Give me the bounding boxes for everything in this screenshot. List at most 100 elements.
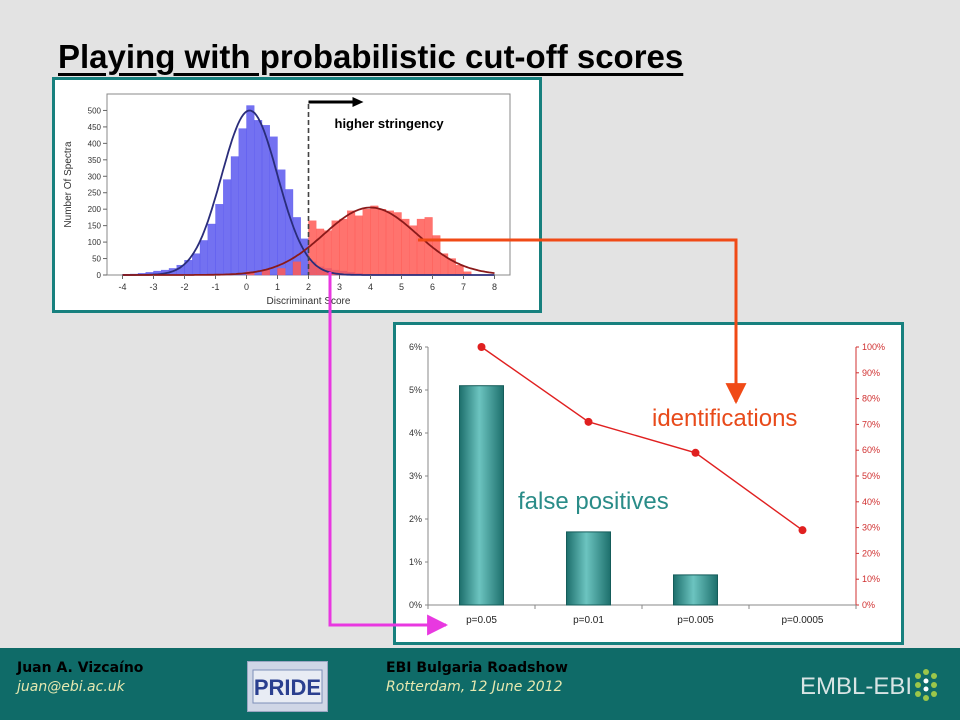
category-label: p=0.0005 xyxy=(782,615,824,626)
histogram-bar xyxy=(331,220,340,276)
histogram-bar xyxy=(238,128,247,276)
x-tick-label: 0 xyxy=(244,282,249,292)
false-positive-bar xyxy=(673,574,718,606)
y2-tick-label: 40% xyxy=(862,497,880,507)
y2-tick-label: 50% xyxy=(862,471,880,481)
x-tick-label: 3 xyxy=(337,282,342,292)
histogram-bar xyxy=(199,240,208,276)
x-tick-label: 6 xyxy=(430,282,435,292)
author-name: Juan A. Vizcaíno xyxy=(17,660,144,676)
histogram-bar xyxy=(347,210,356,276)
embl-ebi-logo: EMBL-EBI xyxy=(800,664,950,706)
stringency-arrow-head xyxy=(352,97,364,107)
pride-logo: PRIDE xyxy=(247,661,328,712)
x-tick-label: -1 xyxy=(211,282,219,292)
histogram-bar xyxy=(261,125,270,276)
false-positive-bar xyxy=(566,531,611,606)
y-tick-label: 50 xyxy=(92,255,101,264)
histogram-bar xyxy=(385,210,394,276)
false-positives-label: false positives xyxy=(518,488,669,515)
histogram-bar xyxy=(362,209,371,276)
histogram-bar xyxy=(230,156,239,276)
identification-point xyxy=(477,343,486,351)
y-tick-label: 500 xyxy=(88,106,102,115)
histogram-bar xyxy=(378,209,387,276)
event-name: EBI Bulgaria Roadshow xyxy=(386,660,568,676)
x-tick-label: 2 xyxy=(306,282,311,292)
histogram-bar xyxy=(207,223,216,276)
histogram-bar xyxy=(455,264,464,276)
histogram-bar xyxy=(254,120,263,276)
y2-tick-label: 10% xyxy=(862,574,880,584)
y-axis-label: Number Of Spectra xyxy=(63,141,74,228)
event-detail: Rotterdam, 12 June 2012 xyxy=(386,679,563,695)
category-label: p=0.005 xyxy=(677,615,714,626)
y2-tick-label: 30% xyxy=(862,523,880,533)
y-tick-label: 300 xyxy=(88,172,102,181)
histogram-bar xyxy=(277,268,286,276)
footer: Juan A. Vizcaíno juan@ebi.ac.uk PRIDE EB… xyxy=(0,648,960,720)
y-tick-label: 6% xyxy=(409,342,422,352)
y-tick-label: 350 xyxy=(88,156,102,165)
histogram-bar xyxy=(323,230,332,276)
x-axis-label: Discriminant Score xyxy=(267,296,351,307)
y2-tick-label: 100% xyxy=(862,342,885,352)
y-tick-label: 200 xyxy=(88,205,102,214)
identifications-label: identifications xyxy=(652,405,797,432)
histogram-bar xyxy=(432,235,441,276)
histogram-panel: -4 -3 -2 -1 0 1 2 3 4 5 6 7 8 0 50 100 150 200 250 300 350 40… xyxy=(52,77,542,313)
y-tick-label: 400 xyxy=(88,139,102,148)
histogram-bar xyxy=(192,253,201,276)
histogram-bar xyxy=(308,220,317,276)
y2-tick-label: 20% xyxy=(862,548,880,558)
histogram-bar xyxy=(292,261,301,276)
y-tick-label: 0% xyxy=(409,600,422,610)
histogram-bar xyxy=(339,218,348,276)
y2-tick-label: 90% xyxy=(862,368,880,378)
y-tick-label: 1% xyxy=(409,557,422,567)
y-tick-label: 2% xyxy=(409,514,422,524)
histogram-bar xyxy=(246,105,255,276)
histogram-bar xyxy=(354,215,363,276)
y2-tick-label: 60% xyxy=(862,445,880,455)
y2-tick-label: 0% xyxy=(862,600,875,610)
x-tick-label: 7 xyxy=(461,282,466,292)
false-positive-bar xyxy=(459,385,504,606)
histogram-bar xyxy=(370,205,379,276)
x-tick-label: -4 xyxy=(118,282,126,292)
svg-text:EMBL-EBI: EMBL-EBI xyxy=(800,673,912,700)
identification-point xyxy=(584,417,593,426)
histogram-bar xyxy=(393,212,402,276)
y-tick-label: 3% xyxy=(409,471,422,481)
slide-title: Playing with probabilistic cut-off score… xyxy=(58,38,684,75)
stringency-chart: 0% 1% 2% 3% 4% 5% 6% 0% 10% 20% 30% 40% 50% 60% 70% 80%… xyxy=(409,342,885,626)
histogram-bar xyxy=(215,204,224,276)
category-label: p=0.05 xyxy=(466,615,497,626)
x-tick-label: -2 xyxy=(180,282,188,292)
x-tick-label: 1 xyxy=(275,282,280,292)
x-tick-label: 4 xyxy=(368,282,373,292)
x-tick-label: -3 xyxy=(149,282,157,292)
x-tick-label: 8 xyxy=(492,282,497,292)
y-tick-label: 150 xyxy=(88,222,102,231)
svg-text:PRIDE: PRIDE xyxy=(254,675,321,700)
category-label: p=0.01 xyxy=(573,615,604,626)
y-tick-label: 250 xyxy=(88,189,102,198)
y-tick-label: 450 xyxy=(88,123,102,132)
histogram-bar xyxy=(277,169,286,276)
histogram-bar xyxy=(416,218,425,276)
identification-point xyxy=(691,448,700,457)
x-tick-label: 5 xyxy=(399,282,404,292)
histogram-bar xyxy=(269,136,278,276)
y2-tick-label: 80% xyxy=(862,394,880,404)
stringency-chart-panel: 0% 1% 2% 3% 4% 5% 6% 0% 10% 20% 30% 40% 50% 60% 70% 80%… xyxy=(393,322,904,645)
histogram-chart: -4 -3 -2 -1 0 1 2 3 4 5 6 7 8 0 50 100 150 200 250 300 350 40… xyxy=(63,93,511,307)
y2-tick-label: 70% xyxy=(862,419,880,429)
y-tick-label: 0 xyxy=(97,271,102,280)
histogram-bar xyxy=(223,179,232,276)
author-email[interactable]: juan@ebi.ac.uk xyxy=(17,679,125,695)
identification-point xyxy=(798,526,807,535)
y-tick-label: 4% xyxy=(409,428,422,438)
y-tick-label: 5% xyxy=(409,385,422,395)
y-tick-label: 100 xyxy=(88,238,102,247)
